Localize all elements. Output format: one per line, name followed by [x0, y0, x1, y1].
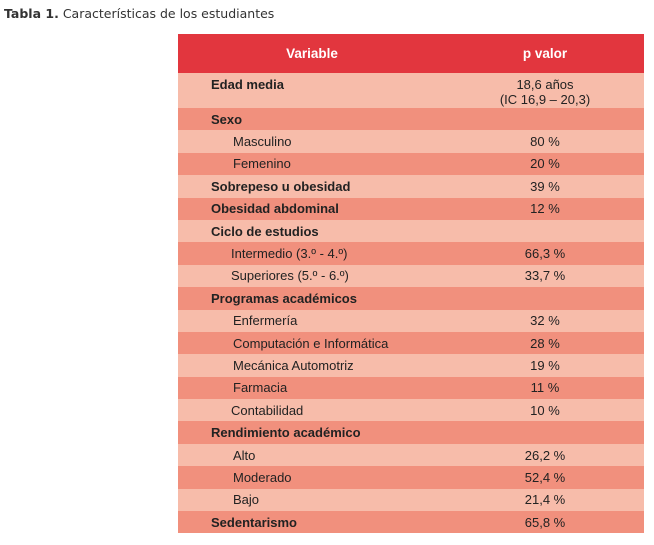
row-label: Bajo	[233, 492, 260, 508]
row-label: Enfermería	[233, 313, 298, 329]
row-label: Rendimiento académico	[211, 425, 361, 441]
table-row: Sedentarismo 65,8 %	[178, 511, 644, 534]
table-row: Superiores (5.º - 6.º) 33,7 %	[178, 264, 644, 288]
row-label: Ciclo de estudios	[211, 223, 319, 239]
table-caption: Tabla 1. Características de los estudian…	[4, 6, 274, 21]
table-row: Sexo	[178, 108, 644, 131]
row-value: 20 %	[530, 156, 560, 172]
table-row: Intermedio (3.º - 4.º) 66,3 %	[178, 242, 644, 265]
table-row: Edad media 18,6 años (IC 16,9 – 20,3)	[178, 73, 644, 108]
row-label: Moderado	[233, 469, 292, 485]
row-value: 10 %	[530, 402, 560, 418]
row-value-line1: 18,6 años	[516, 77, 574, 92]
row-label: Computación e Informática	[233, 335, 389, 351]
table-row: Moderado 52,4 %	[178, 466, 644, 489]
table-row: Farmacia 11 %	[178, 376, 644, 400]
table-row: Enfermería 32 %	[178, 309, 644, 332]
row-label: Masculino	[233, 134, 292, 150]
row-value: 26,2 %	[524, 447, 566, 463]
caption-text: Características de los estudiantes	[62, 6, 275, 21]
table-row: Masculino 80 %	[178, 130, 644, 153]
row-label: Sexo	[211, 111, 243, 127]
row-label: Mecánica Automotriz	[233, 357, 354, 373]
row-value: 39 %	[530, 178, 560, 194]
row-label: Sobrepeso u obesidad	[211, 178, 351, 194]
table-row: Sobrepeso u obesidad 39 %	[178, 175, 644, 198]
header-p-value: p valor	[522, 46, 568, 61]
row-label: Programas académicos	[211, 290, 357, 306]
caption-label: Tabla 1.	[4, 6, 59, 21]
row-label: Superiores (5.º - 6.º)	[231, 268, 349, 284]
row-value: 19 %	[530, 357, 560, 373]
table-row: Rendimiento académico	[178, 421, 644, 444]
table-row: Ciclo de estudios	[178, 219, 644, 243]
row-value: 12 %	[530, 201, 560, 217]
row-value: 18,6 años (IC 16,9 – 20,3)	[446, 77, 644, 107]
table-row: Bajo 21,4 %	[178, 488, 644, 512]
row-value: 33,7 %	[524, 268, 566, 284]
row-value: 11 %	[530, 380, 560, 396]
row-value: 80 %	[530, 134, 560, 150]
table-row: Mecánica Automotriz 19 %	[178, 354, 644, 377]
row-label: Sedentarismo	[211, 514, 297, 530]
row-value: 52,4 %	[524, 469, 566, 485]
row-label: Edad media	[211, 77, 284, 92]
row-label: Obesidad abdominal	[211, 201, 339, 217]
row-label: Intermedio (3.º - 4.º)	[231, 246, 348, 262]
row-value-line2: (IC 16,9 – 20,3)	[499, 92, 591, 107]
header-variable: Variable	[286, 46, 338, 61]
row-value: 65,8 %	[524, 514, 566, 530]
row-label: Contabilidad	[231, 402, 304, 418]
table-row: Computación e Informática 28 %	[178, 331, 644, 355]
row-label: Alto	[233, 447, 256, 463]
table-row: Programas académicos	[178, 287, 644, 310]
table-row: Alto 26,2 %	[178, 443, 644, 467]
row-label: Farmacia	[233, 380, 288, 396]
characteristics-table: Variable p valor Edad media 18,6 años (I…	[178, 34, 644, 534]
row-value: 28 %	[530, 335, 560, 351]
table-row: Contabilidad 10 %	[178, 399, 644, 422]
table-row: Femenino 20 %	[178, 152, 644, 176]
row-value: 21,4 %	[524, 492, 566, 508]
row-value: 32 %	[530, 313, 560, 329]
row-label: Femenino	[233, 156, 291, 172]
table-header-row: Variable p valor	[178, 34, 644, 73]
table-row: Obesidad abdominal 12 %	[178, 197, 644, 220]
row-value: 66,3 %	[524, 246, 566, 262]
